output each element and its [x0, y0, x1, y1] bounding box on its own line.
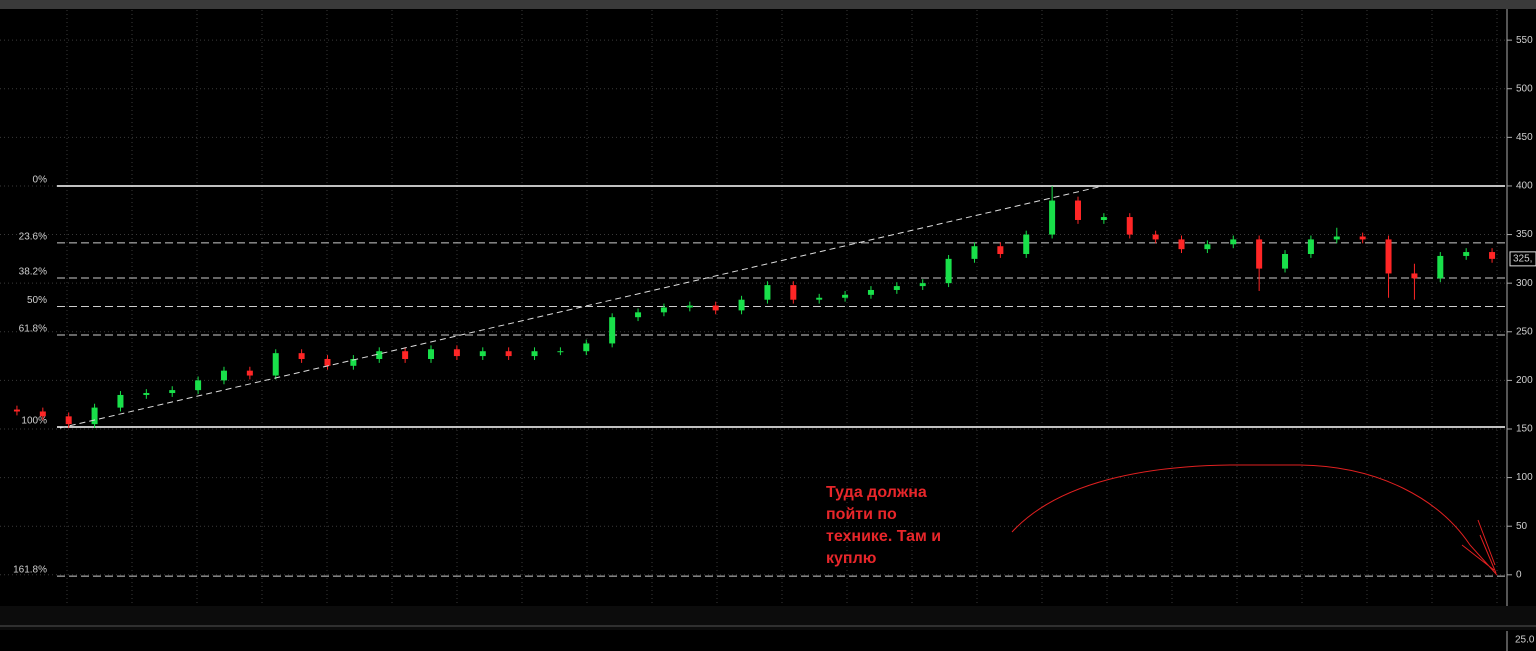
candle-body — [867, 289, 874, 295]
candle-body — [143, 393, 150, 395]
candle-body — [1049, 200, 1056, 235]
annotation-text: технике. Там и — [826, 528, 941, 545]
candle-body — [1411, 273, 1418, 279]
y-tick-label: 0 — [1516, 569, 1522, 580]
candle-body — [997, 246, 1004, 255]
y-tick-label: 100 — [1516, 472, 1533, 483]
candle-body — [453, 349, 460, 357]
price-panel — [0, 9, 1536, 606]
y-tick-label: 50 — [1516, 521, 1528, 532]
candle-body — [376, 351, 383, 359]
annotation-text: Туда должна — [826, 484, 927, 501]
candle-body — [1385, 239, 1392, 274]
candle-body — [1282, 254, 1289, 269]
y-tick-label: 300 — [1516, 278, 1533, 289]
candle-body — [1359, 236, 1366, 240]
projection-arc — [1011, 464, 1498, 576]
candle-body — [1463, 252, 1470, 256]
candle-body — [246, 370, 253, 376]
candle-body — [39, 411, 46, 417]
y-tick-label: 450 — [1516, 132, 1533, 143]
y-tick-label: 400 — [1516, 181, 1533, 192]
candle-body — [738, 299, 745, 311]
candle-body — [893, 286, 900, 290]
last-price-box — [1509, 251, 1536, 267]
candle-body — [660, 307, 667, 313]
fib-level-label: 50% — [27, 295, 47, 306]
candle-body — [91, 407, 98, 425]
candle-body — [1178, 239, 1185, 250]
candle-body — [1126, 217, 1133, 235]
candle-body — [1256, 239, 1263, 269]
candle-body — [220, 370, 227, 381]
candle-body — [272, 353, 279, 376]
candle-body — [1307, 239, 1314, 255]
candle-body — [169, 390, 176, 394]
candle-body — [531, 351, 538, 357]
candle-body — [324, 358, 331, 366]
top-bar — [0, 0, 1536, 9]
candle-body — [428, 349, 435, 359]
candle-body — [919, 283, 926, 287]
candle-body — [945, 258, 952, 284]
candle-body — [790, 285, 797, 300]
fib-level-label: 100% — [21, 416, 47, 427]
fib-level-label: 161.8% — [13, 565, 47, 576]
candle-body — [609, 317, 616, 344]
annotation-text: куплю — [826, 550, 877, 567]
candle-body — [686, 305, 693, 308]
lower-panel — [0, 631, 1536, 651]
candle-body — [195, 380, 202, 391]
y-tick-label: 550 — [1516, 35, 1533, 46]
candle-body — [505, 351, 512, 357]
last-price-label: 325, — [1513, 254, 1532, 265]
y-tick-label: 150 — [1516, 424, 1533, 435]
lower-tick-label: 25.0 — [1515, 635, 1535, 646]
y-tick-label: 350 — [1516, 229, 1533, 240]
candle-body — [65, 416, 72, 425]
candle-body — [1204, 244, 1211, 250]
y-tick-label: 250 — [1516, 326, 1533, 337]
candle-body — [1333, 236, 1340, 240]
candle-body — [13, 409, 20, 412]
y-tick-label: 200 — [1516, 375, 1533, 386]
fib-level-label: 23.6% — [19, 231, 47, 242]
candle-body — [1489, 252, 1496, 259]
candle-body — [712, 305, 719, 311]
candle-body — [298, 353, 305, 359]
annotation-text: пойти по — [826, 506, 897, 523]
candle-body — [635, 312, 642, 318]
fib-level-label: 0% — [33, 175, 48, 186]
candle-body — [1074, 200, 1081, 220]
candle-body — [583, 343, 590, 352]
candle-body — [350, 358, 357, 366]
candle-body — [1152, 234, 1159, 240]
candle-body — [971, 246, 978, 259]
candle-body — [816, 297, 823, 300]
candle-body — [1100, 217, 1107, 220]
y-tick-label: 500 — [1516, 83, 1533, 94]
candle-body — [1023, 234, 1030, 255]
candle-body — [842, 294, 849, 298]
trend-line — [59, 185, 1104, 429]
candle-body — [117, 394, 124, 408]
candle-body — [764, 285, 771, 300]
candle-body — [557, 351, 564, 353]
fib-level-label: 61.8% — [19, 324, 47, 335]
fib-level-label: 38.2% — [19, 267, 47, 278]
candle-body — [479, 351, 486, 357]
candle-body — [402, 351, 409, 359]
candle-body — [1230, 239, 1237, 245]
candle-body — [1437, 255, 1444, 279]
plot-layer: 0 50 100 150 200 250 300 350 400 450 500 550 0% 23.6%… — [0, 35, 1536, 580]
